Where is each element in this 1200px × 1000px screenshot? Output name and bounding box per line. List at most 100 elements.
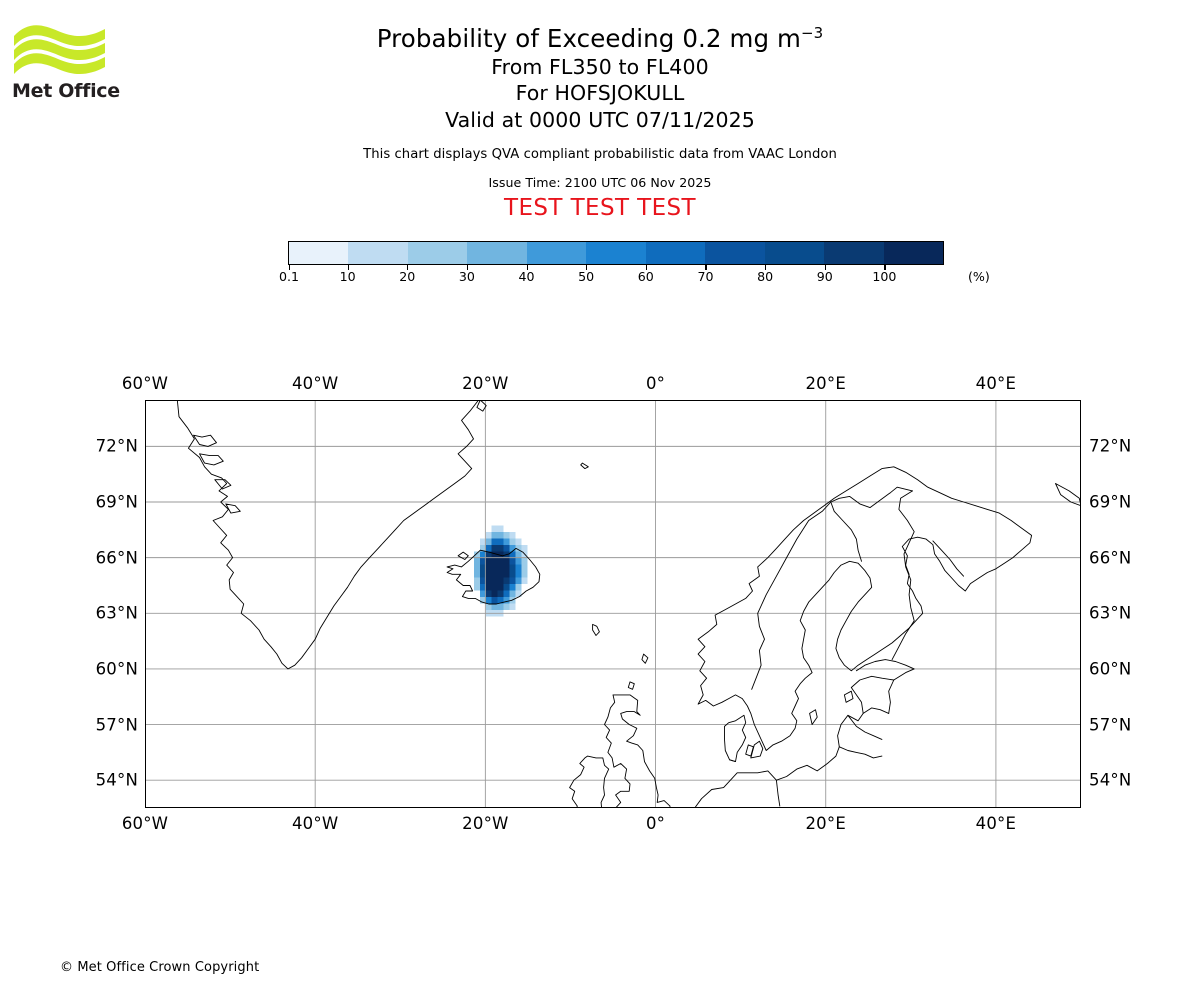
probability-cell	[503, 577, 510, 585]
coastline-path	[729, 759, 736, 763]
probability-cell	[515, 538, 522, 546]
probability-cell	[473, 564, 480, 572]
probability-cell	[473, 551, 480, 559]
colorbar-gradient	[288, 241, 944, 265]
lon-tick-label-top: 20°E	[805, 374, 846, 393]
probability-cell	[503, 603, 510, 611]
colorbar-tick	[586, 265, 588, 270]
probability-cell	[509, 564, 516, 572]
probability-cell	[485, 551, 492, 559]
colorbar-segment	[467, 242, 527, 264]
probability-cell	[485, 597, 492, 604]
probability-cell	[497, 584, 504, 591]
coastline-path	[750, 740, 764, 759]
coastline-path	[775, 779, 781, 807]
probability-cell	[485, 558, 492, 565]
colorbar-segment	[348, 242, 408, 264]
probability-cell	[497, 597, 504, 604]
probability-cell	[515, 545, 522, 552]
colorbar-segment	[883, 242, 943, 264]
lat-tick-label-right: 72°N	[1089, 436, 1132, 456]
coastline-path	[751, 501, 832, 690]
probability-cell	[503, 532, 510, 539]
probability-cell	[491, 538, 498, 546]
lat-tick-label-right: 57°N	[1089, 715, 1132, 735]
probability-cell	[515, 590, 522, 598]
coastline-path	[446, 547, 541, 605]
coastline-path	[838, 746, 883, 759]
colorbar-segment	[705, 242, 765, 264]
coastline-path	[176, 400, 480, 670]
lat-tick-label-left: 54°N	[95, 770, 138, 790]
colorbar-ticks	[288, 265, 944, 271]
probability-cell	[515, 558, 522, 565]
coastline-path	[724, 714, 747, 763]
probability-cell	[509, 603, 516, 611]
probability-cell	[491, 551, 498, 559]
colorbar-tick-label: 10	[339, 269, 356, 284]
coastline-path	[830, 501, 862, 562]
coastline-path	[809, 709, 818, 725]
probability-cell	[491, 532, 498, 539]
probability-cell	[473, 584, 480, 591]
probability-cell	[503, 571, 510, 578]
issue-time: Issue Time: 2100 UTC 06 Nov 2025	[488, 174, 712, 190]
header-block: Probability of Exceeding 0.2 mg m−3 From…	[0, 0, 1200, 220]
probability-cell	[473, 558, 480, 565]
map-border	[145, 400, 1081, 808]
probability-cell	[485, 603, 492, 611]
probability-cell	[479, 558, 486, 565]
coastline-path	[891, 490, 915, 661]
colorbar-segment	[289, 242, 349, 264]
coastline-path	[888, 679, 895, 714]
lon-tick-label-top: 60°W	[121, 374, 169, 393]
probability-cell	[509, 538, 516, 546]
probability-cell	[515, 584, 522, 591]
probability-cell	[509, 590, 516, 598]
probability-cell	[521, 564, 528, 572]
lat-tick-label-right: 54°N	[1089, 770, 1132, 790]
flight-level-line: From FL350 to FL400	[491, 54, 709, 79]
probability-cell	[503, 558, 510, 565]
probability-cell	[485, 571, 492, 578]
probability-cell	[497, 590, 504, 598]
probability-cell	[503, 584, 510, 591]
probability-cell	[491, 603, 498, 611]
copyright-notice: © Met Office Crown Copyright	[60, 960, 260, 975]
probability-cell	[485, 545, 492, 552]
logo-label: Met Office	[12, 80, 120, 102]
probability-cell	[497, 538, 504, 546]
colorbar-tick-labels: 0.1 10 20 30 40 50 60 70 80 90 100	[279, 269, 944, 287]
probability-cell	[509, 571, 516, 578]
coastline-path	[569, 755, 610, 808]
probability-cell	[479, 564, 486, 572]
probability-colorbar: 0.1 10 20 30 40 50 60 70 80 90 100	[279, 241, 944, 284]
probability-cell	[485, 590, 492, 598]
probability-cell	[515, 564, 522, 572]
probability-cell	[497, 532, 504, 539]
probability-cell	[491, 597, 498, 604]
probability-cell	[497, 577, 504, 585]
coastline-path	[847, 714, 883, 740]
probability-cell	[497, 603, 504, 611]
lat-tick-label-left: 69°N	[95, 492, 138, 512]
probability-cell	[479, 545, 486, 552]
colorbar-segment	[526, 242, 587, 264]
coastlines	[176, 400, 1081, 808]
colorbar-tick-label: 30	[458, 269, 475, 284]
colorbar-tick	[289, 265, 291, 270]
probability-cell	[503, 564, 510, 572]
probability-cell	[485, 584, 492, 591]
map-panel	[145, 400, 1081, 808]
coastline-path	[830, 486, 913, 509]
page-title-exponent: −3	[800, 23, 824, 42]
probability-cell	[497, 571, 504, 578]
coastline-path	[580, 462, 589, 470]
qva-note: This chart displays QVA compliant probab…	[363, 146, 837, 162]
probability-cell	[473, 577, 480, 585]
met-office-logo: Met Office	[12, 22, 122, 114]
lat-tick-label-right: 66°N	[1089, 548, 1132, 568]
colorbar-tick-label: 60	[637, 269, 654, 284]
coastline-path	[193, 434, 217, 447]
